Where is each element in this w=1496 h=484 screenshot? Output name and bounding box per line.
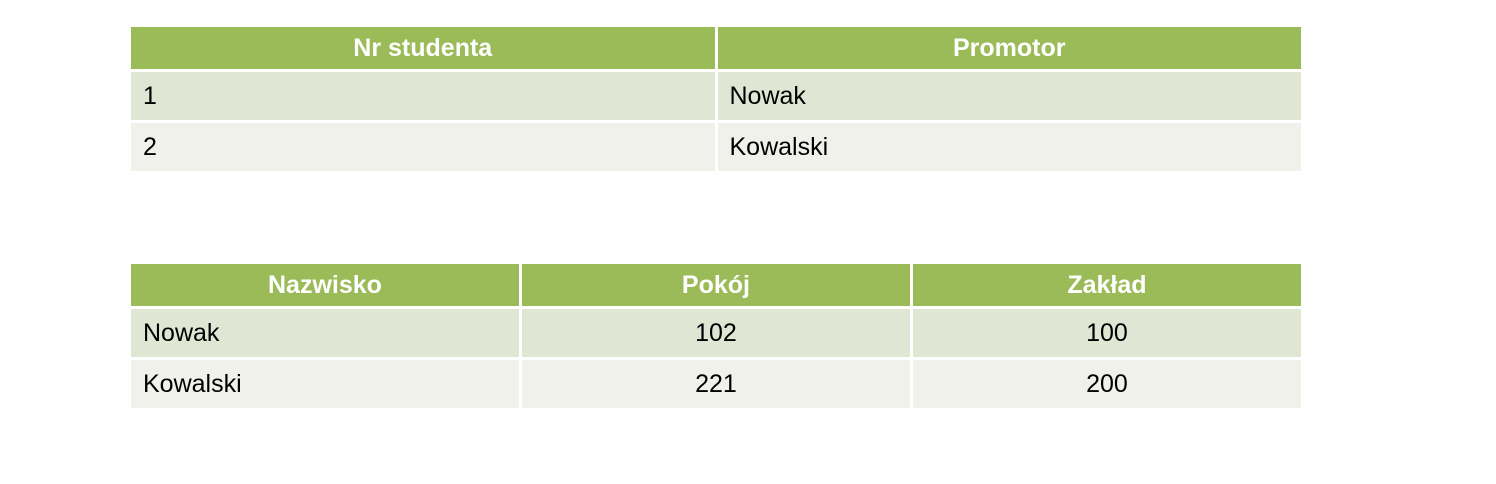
- table-row: Nowak 102 100: [128, 306, 1305, 360]
- surname-cell: Nowak: [128, 306, 522, 360]
- column-header-surname: Nazwisko: [128, 261, 522, 309]
- table-header-row: Nazwisko Pokój Zakład: [128, 261, 1305, 309]
- table-row: Kowalski 221 200: [128, 357, 1305, 411]
- department-cell: 200: [909, 357, 1305, 411]
- table-row: 1 Nowak: [128, 69, 1304, 123]
- table-header-row: Nr studenta Promotor: [128, 24, 1304, 72]
- table-row: 2 Kowalski: [128, 120, 1304, 174]
- department-cell: 100: [909, 306, 1305, 360]
- column-header-promoter: Promotor: [714, 24, 1304, 72]
- student-number-cell: 1: [128, 69, 718, 123]
- promoters-table: Nazwisko Pokój Zakład Nowak 102 100 Kowa…: [128, 261, 1305, 411]
- surname-cell: Kowalski: [128, 357, 522, 411]
- column-header-room: Pokój: [518, 261, 913, 309]
- column-header-department: Zakład: [909, 261, 1305, 309]
- column-header-student-number: Nr studenta: [128, 24, 718, 72]
- promoter-cell: Kowalski: [714, 120, 1304, 174]
- room-cell: 102: [518, 306, 913, 360]
- student-number-cell: 2: [128, 120, 718, 174]
- students-table: Nr studenta Promotor 1 Nowak 2 Kowalski: [128, 24, 1304, 174]
- room-cell: 221: [518, 357, 913, 411]
- promoter-cell: Nowak: [714, 69, 1304, 123]
